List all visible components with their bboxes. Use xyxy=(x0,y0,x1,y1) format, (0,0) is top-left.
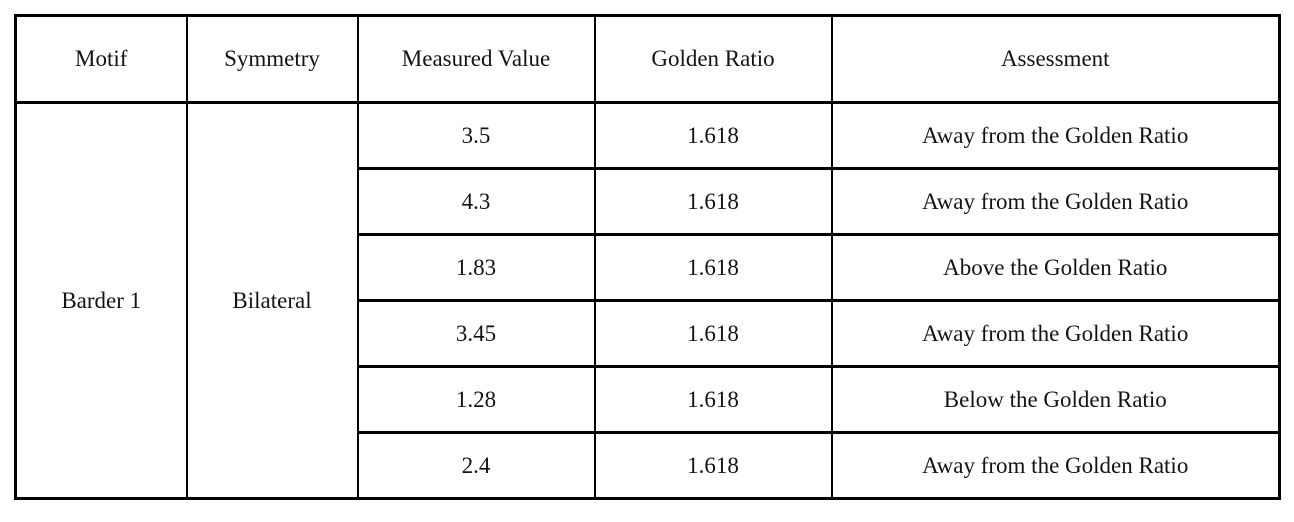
golden-ratio-assessment-table: Motif Symmetry Measured Value Golden Rat… xyxy=(14,14,1281,500)
cell-measured-value: 1.28 xyxy=(356,365,596,434)
column-header-golden-ratio: Golden Ratio xyxy=(593,14,833,104)
cell-assessment: Away from the Golden Ratio xyxy=(830,431,1281,500)
table-row: 3.45 1.618 Away from the Golden Ratio xyxy=(16,299,1281,368)
cell-assessment: Away from the Golden Ratio xyxy=(830,101,1281,170)
cell-golden-ratio: 1.618 xyxy=(593,101,833,170)
cell-measured-value: 4.3 xyxy=(356,167,596,236)
cell-golden-ratio: 1.618 xyxy=(593,233,833,302)
table-row: Barder 1 Bilateral 3.5 1.618 Away from t… xyxy=(14,101,1281,500)
table-row: 2.4 1.618 Away from the Golden Ratio xyxy=(16,431,1281,500)
cell-golden-ratio: 1.618 xyxy=(593,431,833,500)
table-row: 1.28 1.618 Below the Golden Ratio xyxy=(16,365,1281,434)
cell-assessment: Away from the Golden Ratio xyxy=(830,167,1281,236)
table-row: 1.83 1.618 Above the Golden Ratio xyxy=(16,233,1281,302)
cell-golden-ratio: 1.618 xyxy=(593,365,833,434)
cell-measured-value: 1.83 xyxy=(356,233,596,302)
column-header-symmetry: Symmetry xyxy=(185,14,359,104)
cell-measured-value: 3.5 xyxy=(356,101,596,170)
cell-assessment: Away from the Golden Ratio xyxy=(830,299,1281,368)
cell-measured-value: 2.4 xyxy=(356,431,596,500)
cell-measured-value: 3.45 xyxy=(356,299,596,368)
header-row: Motif Symmetry Measured Value Golden Rat… xyxy=(14,14,1281,104)
cell-symmetry: Bilateral xyxy=(185,101,359,500)
table-row: 4.3 1.618 Away from the Golden Ratio xyxy=(16,167,1281,236)
column-header-assessment: Assessment xyxy=(830,14,1281,104)
cell-assessment: Below the Golden Ratio xyxy=(830,365,1281,434)
cell-motif: Barder 1 xyxy=(14,101,188,500)
cell-assessment: Above the Golden Ratio xyxy=(830,233,1281,302)
cell-golden-ratio: 1.618 xyxy=(593,167,833,236)
column-header-measured-value: Measured Value xyxy=(356,14,596,104)
column-header-motif: Motif xyxy=(14,14,188,104)
cell-golden-ratio: 1.618 xyxy=(593,299,833,368)
